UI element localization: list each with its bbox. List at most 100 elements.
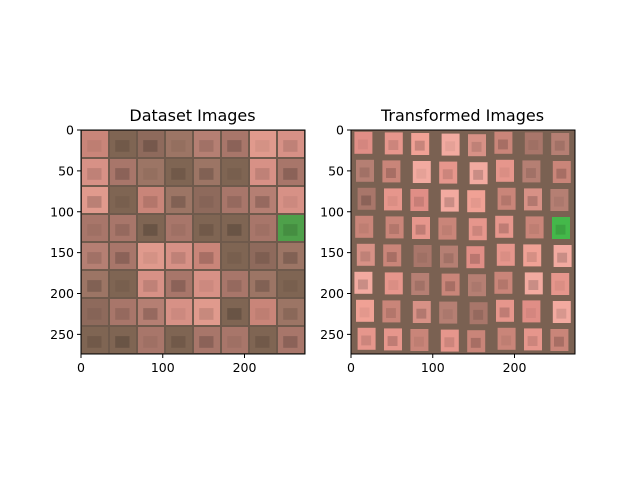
image-tile xyxy=(82,243,108,269)
image-tile xyxy=(522,160,541,183)
image-tile xyxy=(441,273,460,296)
image-tile-shade xyxy=(358,139,368,150)
image-tile xyxy=(354,271,373,294)
image-tile-shade xyxy=(529,224,540,234)
image-tile xyxy=(525,216,544,239)
image-tile-shade xyxy=(283,308,298,320)
panel-title: Transformed Images xyxy=(380,106,544,125)
image-tile xyxy=(82,131,108,157)
image-tile xyxy=(354,131,373,154)
image-tile xyxy=(384,132,403,155)
image-tile xyxy=(411,133,430,155)
image-tile xyxy=(356,159,374,182)
image-tile xyxy=(166,327,192,353)
image-tile xyxy=(384,188,402,211)
image-tile xyxy=(382,160,401,183)
image-tile-shade xyxy=(87,252,102,264)
image-tile xyxy=(440,189,459,212)
image-tile-shade xyxy=(444,337,455,348)
image-grid xyxy=(81,130,305,354)
image-tile-shade xyxy=(283,252,298,264)
image-tile-shade xyxy=(414,280,425,291)
image-tile-shade xyxy=(115,140,130,152)
image-tile-shade xyxy=(199,308,214,320)
image-tile xyxy=(356,243,375,266)
image-tile xyxy=(194,215,220,241)
image-tile xyxy=(467,190,486,213)
y-tick-label: 100 xyxy=(50,204,74,219)
image-tile-shade xyxy=(470,197,481,208)
image-tile xyxy=(250,159,276,185)
image-tile xyxy=(495,215,514,238)
image-tile-shade xyxy=(554,280,565,291)
image-tile xyxy=(278,327,304,353)
image-tile xyxy=(382,300,401,323)
image-tile-shade xyxy=(499,307,510,318)
image-tile-shade xyxy=(527,336,538,346)
image-tile xyxy=(222,159,248,185)
image-tile-shade xyxy=(415,224,426,235)
image-tile-shade xyxy=(387,336,398,346)
image-tile xyxy=(278,299,304,325)
image-tile xyxy=(222,215,248,241)
image-tile xyxy=(552,301,571,323)
image-tile-shade xyxy=(386,308,396,318)
image-tile-shade xyxy=(472,225,483,236)
x-tick-label: 100 xyxy=(421,360,445,375)
image-tile-shade xyxy=(358,279,368,290)
image-tile-shade xyxy=(526,308,536,318)
image-tile xyxy=(250,187,276,213)
image-tile-shade xyxy=(387,196,398,206)
image-tile-shade xyxy=(143,224,158,236)
image-tile-shade xyxy=(283,224,298,236)
image-tile-shade xyxy=(386,168,396,178)
image-tile-shade xyxy=(199,280,214,292)
image-tile xyxy=(524,272,543,295)
panel-transformed-images: Transformed Images 0 100 200 0 50 100 150 200 25… xyxy=(320,106,576,375)
image-tile xyxy=(439,161,458,184)
x-tick-label: 200 xyxy=(503,360,527,375)
x-tick-label: 100 xyxy=(151,360,175,375)
image-tile xyxy=(550,329,569,351)
image-tile xyxy=(166,243,192,269)
image-tile-shade xyxy=(360,251,371,262)
image-grid xyxy=(351,130,575,354)
image-tile-shade xyxy=(199,196,214,208)
image-tile xyxy=(497,187,516,210)
image-tile xyxy=(82,327,108,353)
image-tile xyxy=(250,327,276,353)
image-tile xyxy=(194,243,220,269)
image-tile-shade xyxy=(388,140,399,150)
image-tile-shade xyxy=(283,336,298,348)
image-tile-shade xyxy=(227,336,242,348)
image-tile xyxy=(551,273,570,295)
image-tile-shade xyxy=(445,281,456,292)
image-tile xyxy=(110,131,136,157)
image-tile-shade xyxy=(87,224,102,236)
image-tile xyxy=(385,216,404,239)
image-tile xyxy=(524,328,542,351)
image-tile-shade xyxy=(283,140,298,152)
image-tile xyxy=(466,246,485,269)
image-tile xyxy=(222,243,248,269)
y-tick-label: 0 xyxy=(336,123,344,138)
image-tile-shade xyxy=(556,308,567,319)
panel-dataset-images: Dataset Images 0 100 200 0 50 100 150 200 250 xyxy=(50,106,306,375)
image-tile-shade xyxy=(87,308,102,320)
image-tile-shade xyxy=(255,196,270,208)
image-tile-shade xyxy=(283,196,298,208)
image-tile xyxy=(524,188,542,211)
image-tile-shade xyxy=(471,281,482,292)
image-tile xyxy=(138,159,164,185)
image-tile-shade xyxy=(500,251,511,262)
image-tile xyxy=(552,217,570,239)
image-tile-shade xyxy=(115,168,130,180)
image-tile xyxy=(438,217,457,240)
image-tile xyxy=(250,299,276,325)
image-tile-shade xyxy=(442,309,453,320)
image-tile xyxy=(110,299,136,325)
image-tile xyxy=(194,159,220,185)
axes-frame xyxy=(80,129,306,355)
image-tile-shade xyxy=(255,308,270,320)
image-tile-shade xyxy=(255,224,270,236)
